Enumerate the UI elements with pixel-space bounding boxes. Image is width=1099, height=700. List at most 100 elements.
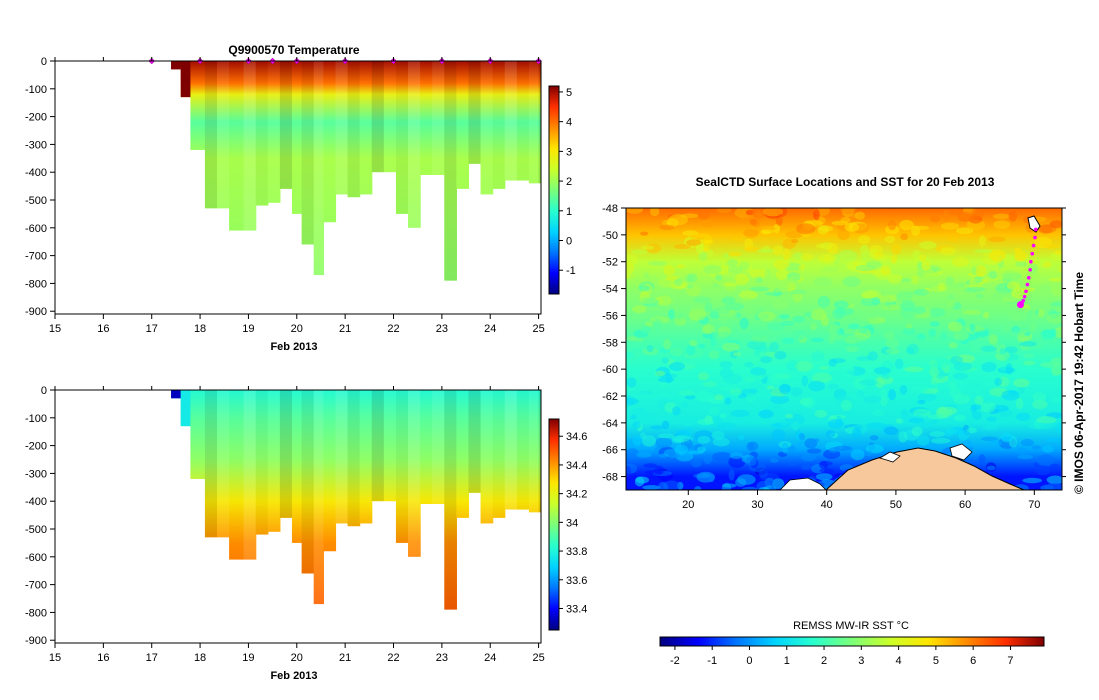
sst-texture-blob (828, 358, 838, 367)
sst-texture-blob (702, 324, 712, 335)
y-tick-label: -800 (25, 278, 47, 290)
sst-texture-blob (1045, 437, 1062, 442)
sst-texture-blob (814, 409, 828, 418)
sst-texture-blob (948, 283, 964, 289)
profile-column (255, 61, 269, 206)
profile-column-shade (335, 61, 349, 195)
sst-texture-blob (1008, 310, 1028, 321)
profile-column (243, 61, 257, 231)
sst-texture-blob (788, 289, 807, 295)
profile-column (204, 61, 218, 209)
ice-shelf-left (779, 477, 827, 490)
sst-texture-blob (900, 233, 909, 241)
profile-column (217, 390, 230, 538)
sst-texture-blob (780, 320, 795, 326)
profile-column-cap (171, 390, 181, 399)
sst-texture-blob (1032, 392, 1047, 402)
sst-map-y-axis: -48 -50 -52 -54 -56 -58 -60 -62 -64 -66 -68 (602, 203, 1066, 484)
profile-column-shade (217, 61, 230, 209)
sst-texture-blob (775, 269, 789, 281)
sst-texture-blob (743, 302, 755, 314)
sst-texture-blob (721, 483, 737, 488)
profile-column-shade (432, 390, 445, 504)
track-point (1031, 243, 1036, 248)
sst-texture-blob (759, 487, 770, 490)
y-tick-label: -300 (25, 139, 47, 151)
profile-column-shade (268, 61, 281, 203)
x-tick-label: 30 (751, 499, 763, 511)
profile-column-shade (528, 61, 540, 184)
sst-texture-blob (886, 348, 900, 355)
sst-texture-blob (946, 300, 956, 308)
sst-texture-blob (969, 323, 976, 332)
sst-texture-blob (1017, 334, 1027, 344)
sst-texture-blob (867, 351, 878, 361)
sst-texture-blob (810, 323, 817, 331)
sst-texture-blob (635, 476, 650, 484)
sst-texture-blob (819, 468, 834, 474)
colorbar-tick-label: 34.6 (566, 431, 587, 443)
sst-texture-blob (880, 395, 888, 407)
sst-texture-blob (850, 449, 865, 461)
profile-column (504, 61, 518, 181)
sst-texture-blob (825, 430, 836, 438)
profile-column (229, 61, 245, 231)
sst-texture-blob (703, 454, 713, 465)
sst-texture-blob (779, 383, 791, 395)
sst-texture-blob (1049, 463, 1061, 471)
sst-texture-blob (815, 473, 833, 481)
sst-texture-blob (887, 273, 903, 283)
profile-column-shade (313, 390, 324, 605)
sst-texture-blob (801, 453, 817, 462)
x-tick-label: 17 (146, 323, 158, 335)
profile-column (420, 390, 433, 504)
sst-texture-blob (986, 416, 997, 422)
sst-texture-blob (955, 227, 974, 235)
sst-texture-blob (626, 448, 639, 459)
y-tick-label: -700 (25, 251, 47, 263)
sst-texture-blob (708, 350, 720, 360)
sst-texture-blob (958, 430, 969, 441)
sst-texture-blob (877, 376, 894, 385)
sst-texture-blob (698, 277, 711, 282)
sst-texture-blob (800, 464, 812, 471)
sst-texture-blob (1032, 399, 1048, 410)
sst-texture-blob (674, 317, 687, 326)
profile-column (408, 61, 421, 228)
sst-texture-blob (841, 399, 852, 411)
sst-texture-blob (930, 377, 940, 385)
profile-column-shade (395, 61, 409, 214)
profile-column-shade (504, 61, 518, 181)
sst-texture-blob (839, 208, 857, 214)
sst-texture-blob (683, 415, 694, 427)
sst-texture-blob (648, 260, 667, 266)
x-tick-label: 22 (387, 323, 399, 335)
profile-column (383, 390, 397, 502)
sst-texture-blob (966, 427, 977, 434)
profile-column (432, 390, 445, 504)
sst-texture-blob (1000, 365, 1007, 371)
profile-column (516, 390, 530, 510)
sst-texture-blob (640, 231, 649, 236)
sst-texture-blob (913, 289, 930, 296)
sst-texture-blob (689, 445, 697, 451)
profile-column (456, 390, 470, 518)
sst-texture-blob (657, 433, 675, 439)
sst-texture-blob (813, 208, 820, 221)
y-tick-label: -600 (25, 552, 47, 564)
sst-texture-blob (743, 246, 760, 252)
sst-texture-blob (899, 219, 914, 231)
colorbar-tick-label: 34.4 (566, 460, 587, 472)
sst-texture-blob (712, 437, 730, 447)
y-tick-label: -600 (25, 223, 47, 235)
sst-texture-blob (694, 486, 702, 490)
sst-texture-blob (792, 329, 807, 340)
sst-texture-blob (631, 249, 648, 255)
x-tick-label: 21 (339, 323, 351, 335)
colorbar-tick-label: -1 (566, 265, 576, 277)
sst-texture-blob (781, 277, 796, 290)
x-tick-label: 18 (194, 323, 206, 335)
sst-texture-blob (953, 362, 973, 371)
colorbar-tick-label: 33.4 (566, 603, 587, 615)
sst-texture-blob (1024, 331, 1031, 337)
